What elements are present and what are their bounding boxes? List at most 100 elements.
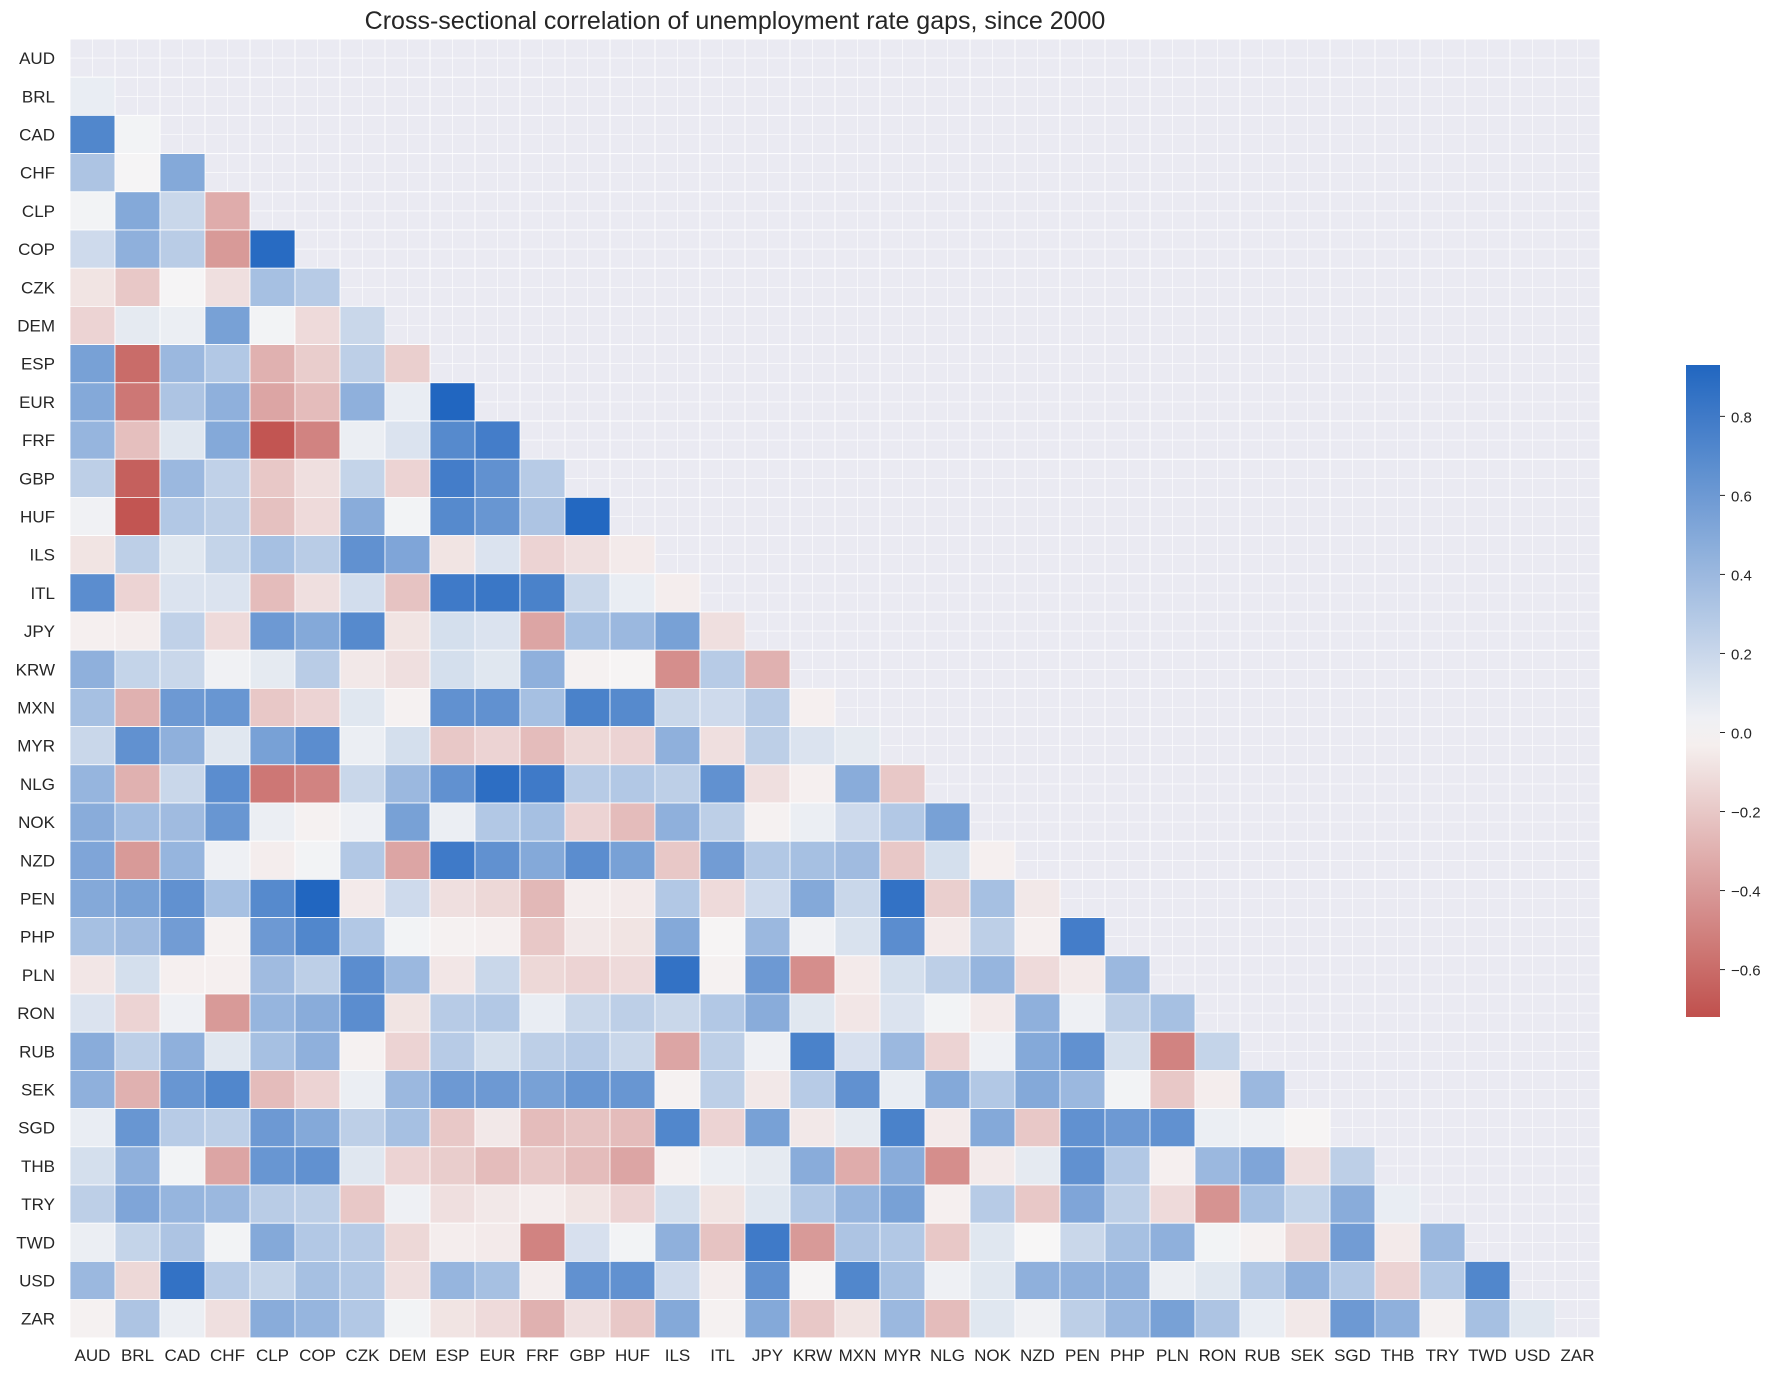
heatmap-cell-HUF-CAD bbox=[159, 496, 206, 536]
heatmap-cell-SEK-AUD bbox=[69, 1070, 116, 1110]
heatmap-cell-JPY-GBP bbox=[564, 611, 611, 651]
heatmap-cell-USD-NLG bbox=[924, 1261, 971, 1301]
heatmap-cell-GBP-EUR bbox=[474, 458, 521, 498]
heatmap-cell-ZAR-PEN bbox=[1059, 1299, 1106, 1339]
colorbar-tick-label: −0.2 bbox=[1731, 805, 1761, 822]
heatmap-cell-NOK-CHF bbox=[204, 802, 251, 842]
heatmap-cell-GBP-COP bbox=[294, 458, 341, 498]
heatmap-cell-RON-CZK bbox=[339, 993, 386, 1033]
heatmap-cell-PLN-CAD bbox=[159, 955, 206, 995]
heatmap-cell-HUF-DEM bbox=[384, 496, 431, 536]
colorbar-tick-label: 0.2 bbox=[1731, 646, 1752, 663]
heatmap-cell-ITL-BRL bbox=[114, 573, 161, 613]
x-tick-label-RUB: RUB bbox=[1245, 1346, 1281, 1365]
heatmap-cell-EUR-ESP bbox=[429, 382, 476, 422]
heatmap-cell-MYR-EUR bbox=[474, 726, 521, 766]
heatmap-cell-SEK-PEN bbox=[1059, 1070, 1106, 1110]
heatmap-cell-USD-RUB bbox=[1239, 1261, 1286, 1301]
heatmap-cell-SGD-RUB bbox=[1239, 1108, 1286, 1148]
y-tick-label-AUD: AUD bbox=[19, 49, 55, 68]
heatmap-cell-SGD-ESP bbox=[429, 1108, 476, 1148]
heatmap-cell-SGD-CZK bbox=[339, 1108, 386, 1148]
heatmap-cell-EUR-CLP bbox=[249, 382, 296, 422]
heatmap-cell-SGD-HUF bbox=[609, 1108, 656, 1148]
heatmap-cell-USD-ITL bbox=[699, 1261, 746, 1301]
heatmap-cell-RON-ILS bbox=[654, 993, 701, 1033]
heatmap-cell-FRF-ESP bbox=[429, 420, 476, 460]
heatmap-cell-PEN-FRF bbox=[519, 879, 566, 919]
heatmap-cell-PEN-HUF bbox=[609, 879, 656, 919]
heatmap-cell-RUB-GBP bbox=[564, 1031, 611, 1071]
y-tick-label-PHP: PHP bbox=[20, 928, 55, 947]
heatmap-cell-USD-SEK bbox=[1284, 1261, 1331, 1301]
heatmap-cell-NZD-EUR bbox=[474, 840, 521, 880]
heatmap-cell-RON-PHP bbox=[1104, 993, 1151, 1033]
heatmap-cell-DEM-COP bbox=[294, 305, 341, 345]
heatmap-cell-PEN-COP bbox=[294, 879, 341, 919]
heatmap-cell-ZAR-GBP bbox=[564, 1299, 611, 1339]
y-tick-label-MXN: MXN bbox=[17, 699, 55, 718]
heatmap-cell-SEK-MYR bbox=[879, 1070, 926, 1110]
heatmap-cell-MYR-DEM bbox=[384, 726, 431, 766]
heatmap-cell-PLN-MXN bbox=[834, 955, 881, 995]
heatmap-cell-TWD-NZD bbox=[1014, 1222, 1061, 1262]
heatmap-cell-ITL-CHF bbox=[204, 573, 251, 613]
heatmap-cell-SEK-RUB bbox=[1239, 1070, 1286, 1110]
heatmap-cell-THB-CZK bbox=[339, 1146, 386, 1186]
heatmap-cell-HUF-COP bbox=[294, 496, 341, 536]
heatmap-cell-MXN-COP bbox=[294, 688, 341, 728]
heatmap-cell-PEN-CAD bbox=[159, 879, 206, 919]
y-tick-label-KRW: KRW bbox=[16, 660, 55, 679]
heatmap-cell-PLN-CLP bbox=[249, 955, 296, 995]
heatmap-cell-RON-DEM bbox=[384, 993, 431, 1033]
heatmap-cell-HUF-BRL bbox=[114, 496, 161, 536]
heatmap-cell-RON-MYR bbox=[879, 993, 926, 1033]
heatmap-cell-MYR-GBP bbox=[564, 726, 611, 766]
heatmap-cell-ZAR-COP bbox=[294, 1299, 341, 1339]
heatmap-cell-TRY-CHF bbox=[204, 1184, 251, 1224]
y-tick-label-MYR: MYR bbox=[17, 737, 55, 756]
heatmap-cell-PLN-NLG bbox=[924, 955, 971, 995]
heatmap-cell-GBP-FRF bbox=[519, 458, 566, 498]
heatmap-cell-TRY-KRW bbox=[789, 1184, 836, 1224]
heatmap-cell-TRY-FRF bbox=[519, 1184, 566, 1224]
heatmap-cell-CLP-AUD bbox=[69, 191, 116, 231]
heatmap-cell-RUB-PHP bbox=[1104, 1031, 1151, 1071]
heatmap-cell-ZAR-ILS bbox=[654, 1299, 701, 1339]
heatmap-cell-ILS-GBP bbox=[564, 535, 611, 575]
heatmap-cell-PLN-ILS bbox=[654, 955, 701, 995]
heatmap-cell-THB-COP bbox=[294, 1146, 341, 1186]
heatmap-cell-SEK-RON bbox=[1194, 1070, 1241, 1110]
heatmap-cell-CZK-AUD bbox=[69, 267, 116, 307]
heatmap-cell-CHF-CAD bbox=[159, 153, 206, 193]
heatmap-cell-RON-FRF bbox=[519, 993, 566, 1033]
x-tick-label-PEN: PEN bbox=[1065, 1346, 1100, 1365]
heatmap-cell-NLG-KRW bbox=[789, 764, 836, 804]
heatmap-cell-RUB-ILS bbox=[654, 1031, 701, 1071]
heatmap-cell-HUF-AUD bbox=[69, 496, 116, 536]
heatmap-cell-SGD-MYR bbox=[879, 1108, 926, 1148]
y-tick-label-COP: COP bbox=[18, 240, 55, 259]
heatmap-cell-NZD-ILS bbox=[654, 840, 701, 880]
heatmap-cell-ILS-CLP bbox=[249, 535, 296, 575]
heatmap-cell-THB-KRW bbox=[789, 1146, 836, 1186]
heatmap-cell-SEK-ESP bbox=[429, 1070, 476, 1110]
heatmap-cell-USD-CLP bbox=[249, 1261, 296, 1301]
heatmap-cell-TWD-ILS bbox=[654, 1222, 701, 1262]
heatmap-cell-COP-CAD bbox=[159, 229, 206, 269]
heatmap-cell-SGD-CAD bbox=[159, 1108, 206, 1148]
heatmap-cell-MYR-ESP bbox=[429, 726, 476, 766]
heatmap-cell-NLG-FRF bbox=[519, 764, 566, 804]
heatmap-cell-ESP-AUD bbox=[69, 344, 116, 384]
heatmap-cell-ITL-COP bbox=[294, 573, 341, 613]
heatmap-cell-PHP-HUF bbox=[609, 917, 656, 957]
heatmap-cell-GBP-BRL bbox=[114, 458, 161, 498]
heatmap-cell-NOK-DEM bbox=[384, 802, 431, 842]
heatmap-cell-JPY-ITL bbox=[699, 611, 746, 651]
heatmap-cell-FRF-CLP bbox=[249, 420, 296, 460]
heatmap-cell-NZD-CHF bbox=[204, 840, 251, 880]
x-tick-label-PLN: PLN bbox=[1156, 1346, 1189, 1365]
y-tick-label-THB: THB bbox=[21, 1157, 55, 1176]
heatmap-cell-KRW-BRL bbox=[114, 649, 161, 689]
heatmap-cell-SEK-FRF bbox=[519, 1070, 566, 1110]
